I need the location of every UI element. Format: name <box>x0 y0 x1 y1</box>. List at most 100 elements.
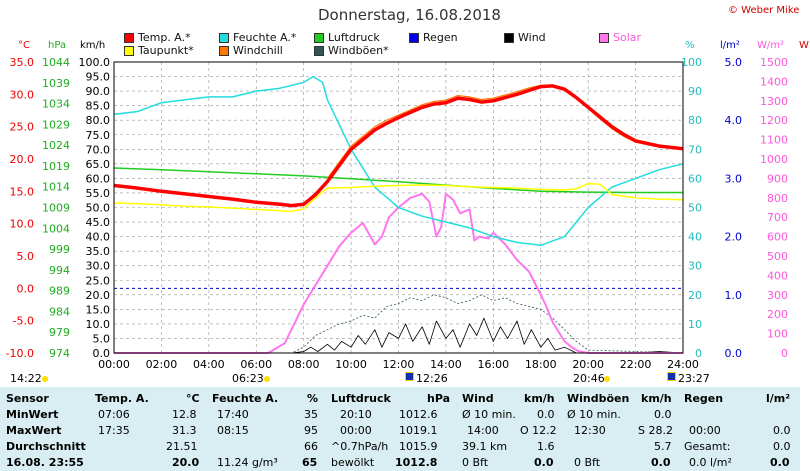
wind-tick-label: 20.0 <box>86 289 111 302</box>
solar-tick-label: 600 <box>767 231 788 244</box>
cell-wind-label: 39.1 km <box>462 440 508 453</box>
legend-swatch-rain <box>409 33 419 43</box>
temp-tick-label: 15.0 <box>10 185 35 198</box>
table-header-temp-unit: °C <box>186 392 200 405</box>
solar-tick-label: 300 <box>767 289 788 302</box>
solar-tick-label: 0 <box>781 347 788 360</box>
x-tick-label: 20:00 <box>572 358 604 371</box>
series-line-wind <box>114 317 684 354</box>
pressure-tick-label: 1044 <box>42 56 70 69</box>
cell-rain: 0.0 <box>770 456 790 469</box>
legend-item-temp: Temp. A.* <box>138 31 191 44</box>
cell-pressure-time: bewölkt <box>331 456 375 469</box>
temp-tick-label: 25.0 <box>10 121 35 134</box>
legend-swatch-pressure <box>314 33 324 43</box>
cell-pressure-time: ^0.7hPa/h <box>331 440 389 453</box>
cell-wind: O 12.2 <box>520 424 557 437</box>
x-tick-label: 06:00 <box>240 358 272 371</box>
cell-wind-label: 14:00 <box>467 424 499 437</box>
cell-pressure: 1015.9 <box>399 440 438 453</box>
solar-tick-label: 900 <box>767 172 788 185</box>
cell-gust: S 28.2 <box>638 424 673 437</box>
humidity-tick-label: 30 <box>688 260 702 273</box>
wind-tick-label: 100.0 <box>79 56 111 69</box>
cell-gust-label: 12:30 <box>574 424 606 437</box>
temp-unit: °C <box>18 40 30 51</box>
wind-tick-label: 30.0 <box>86 260 111 273</box>
solar-tick-label: 1000 <box>760 153 788 166</box>
cell-pressure: 1012.8 <box>395 456 438 469</box>
legend-item-wind: Wind <box>518 31 546 44</box>
series-line-windchill <box>326 84 684 179</box>
series-line-solar <box>114 192 683 354</box>
wind-tick-label: 70.0 <box>86 143 111 156</box>
pressure-tick-label: 994 <box>49 264 70 277</box>
cell-humidity: 66 <box>304 440 318 453</box>
temp-tick-label: 5.0 <box>17 250 35 263</box>
cell-rain-label: 00:00 <box>689 424 721 437</box>
wind-tick-label: 0.0 <box>93 347 111 360</box>
wind-tick-label: 95.0 <box>86 71 111 84</box>
table-header-humidity: Feuchte A. <box>212 392 279 405</box>
pressure-tick-label: 979 <box>49 326 70 339</box>
moon-icon <box>667 372 676 381</box>
cell-wind: 0.0 <box>537 408 555 421</box>
cell-temp: 21.51 <box>166 440 198 453</box>
wind-tick-label: 85.0 <box>86 100 111 113</box>
wind-tick-label: 55.0 <box>86 187 111 200</box>
moonset-time: 23:27 <box>678 372 710 385</box>
solar-tick-label: 800 <box>767 192 788 205</box>
cell-rain-label: 0.0 l/m² <box>689 456 732 469</box>
rain-tick-label: 2.0 <box>725 231 743 244</box>
temp-tick-label: 30.0 <box>10 88 35 101</box>
cell-humidity: 35 <box>304 408 318 421</box>
humidity-tick-label: 0 <box>695 347 702 360</box>
sun-icon-left <box>42 376 48 382</box>
cell-temp: 12.8 <box>172 408 197 421</box>
cell-rain: 0.0 <box>773 424 791 437</box>
cell-humidity-time: 17:40 <box>217 408 249 421</box>
x-tick-label: 04:00 <box>193 358 225 371</box>
x-tick-label: 00:00 <box>98 358 130 371</box>
pressure-tick-label: 999 <box>49 243 70 256</box>
temp-tick-label: -10.0 <box>6 347 34 360</box>
row-label: MaxWert <box>6 424 62 437</box>
cell-wind: 1.6 <box>537 440 555 453</box>
legend-item-dewpoint: Taupunkt* <box>138 44 194 57</box>
temp-tick-label: 20.0 <box>10 153 35 166</box>
cell-gust-label: Ø 10 min. <box>567 408 621 421</box>
series-line-dewpoint <box>113 182 684 213</box>
pressure-tick-label: 1029 <box>42 118 70 131</box>
pressure-tick-label: 989 <box>49 285 70 298</box>
legend-swatch-gusts <box>314 46 324 56</box>
x-tick-label: 18:00 <box>525 358 557 371</box>
series-line-gusts <box>114 294 684 354</box>
legend-item-rain: Regen <box>423 31 458 44</box>
table-header-gusts-unit: km/h <box>641 392 672 405</box>
table-header-rain-unit: l/m² <box>766 392 791 405</box>
humidity-tick-label: 20 <box>688 289 702 302</box>
temp-tick-label: -5.0 <box>13 315 34 328</box>
temp-tick-label: 10.0 <box>10 218 35 231</box>
weather-chart: 35.0 30.0 25.0 20.0 15.0 10.0 5.0 0.0 -5.0 -10.0 1… <box>6 56 788 371</box>
table-header-gusts: Windböen <box>567 392 630 405</box>
humidity-tick-label: 80 <box>688 114 702 127</box>
pressure-tick-label: 1019 <box>42 160 70 173</box>
solar-unit: W/m² <box>757 40 785 51</box>
cell-temp: 20.0 <box>172 456 200 469</box>
x-tick-label: 12:00 <box>383 358 415 371</box>
wind-tick-label: 35.0 <box>86 245 111 258</box>
rain-tick-label: 0.0 <box>725 347 743 360</box>
cell-wind: 0.0 <box>534 456 554 469</box>
legend-item-windchill: Windchill <box>233 44 283 57</box>
table-header-wind: Wind <box>462 392 494 405</box>
solar-tick-label: 400 <box>767 269 788 282</box>
pressure-tick-label: 984 <box>49 305 70 318</box>
legend-swatch-temp <box>124 33 134 43</box>
series-line-humidity <box>113 75 684 247</box>
solar-tick-label: 1400 <box>760 75 788 88</box>
legend-item-pressure: Luftdruck <box>328 31 380 44</box>
credit-label: © Weber Mike <box>728 5 800 16</box>
temp-tick-label: 0.0 <box>17 282 35 295</box>
sunset-icon <box>604 376 610 382</box>
